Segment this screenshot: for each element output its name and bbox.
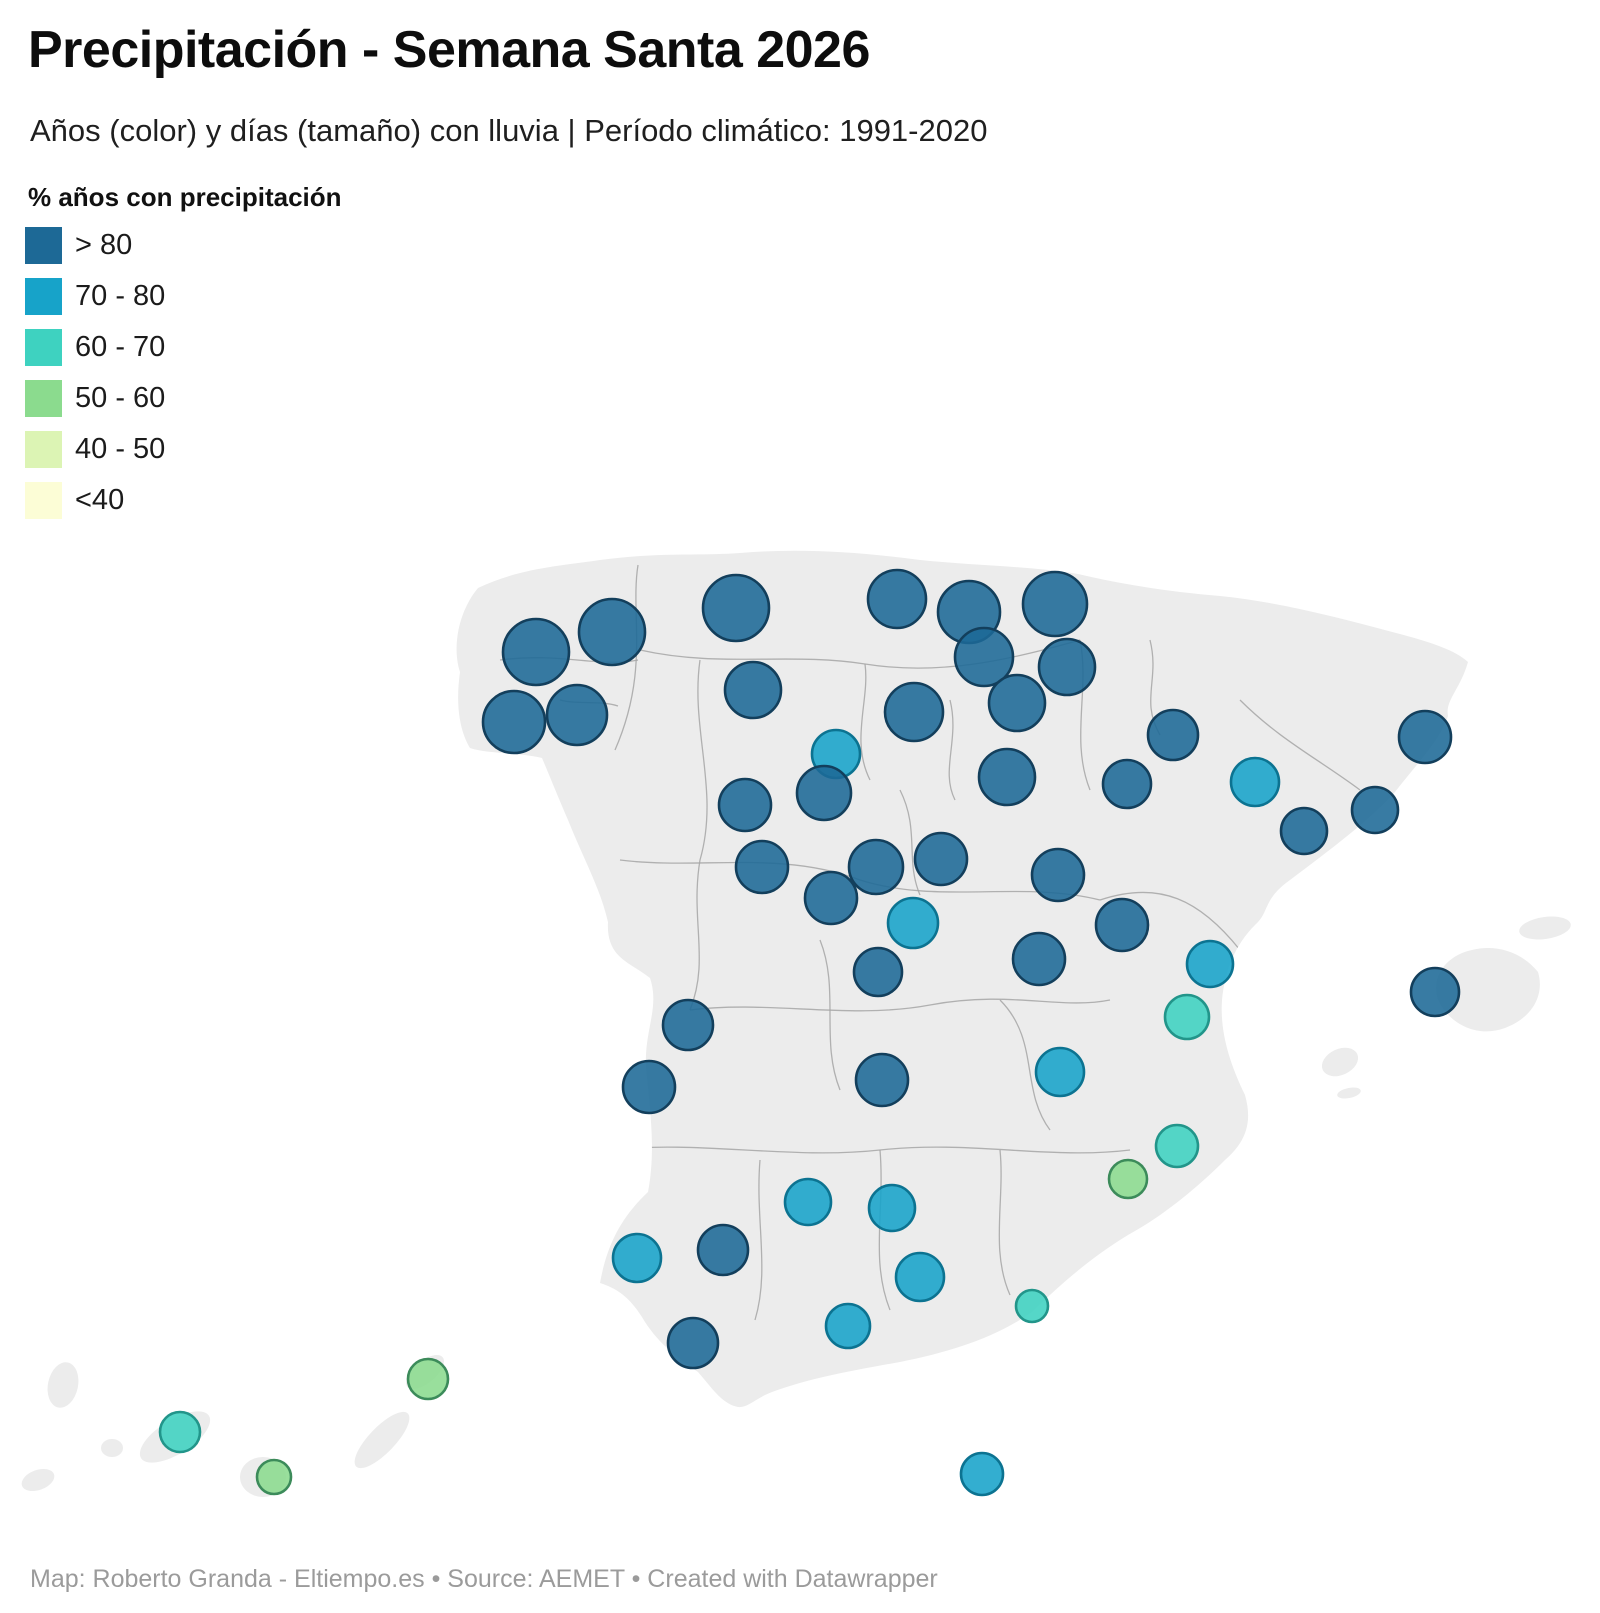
province-symbol[interactable]	[854, 1052, 910, 1108]
legend-items: > 80 70 - 80 60 - 70 50 - 60 40 - 50 <40	[25, 227, 342, 519]
legend-swatch	[25, 431, 62, 468]
province-symbol[interactable]	[255, 1458, 293, 1496]
legend-label: <40	[75, 484, 125, 516]
legend-item: 60 - 70	[25, 329, 342, 366]
legend-swatch	[25, 227, 62, 264]
province-symbol[interactable]	[1409, 966, 1461, 1018]
province-symbol[interactable]	[1279, 806, 1329, 856]
balearic-islands	[1321, 916, 1571, 1099]
province-symbol[interactable]	[1146, 708, 1200, 762]
legend: % años con precipitación > 80 70 - 80 60 -…	[25, 182, 342, 533]
province-symbol[interactable]	[696, 1223, 750, 1277]
province-symbol[interactable]	[1011, 931, 1067, 987]
page-subtitle: Años (color) y días (tamaño) con lluvia …	[30, 113, 988, 148]
province-symbol[interactable]	[1094, 897, 1150, 953]
province-symbol[interactable]	[867, 1183, 917, 1233]
legend-item: 70 - 80	[25, 278, 342, 315]
province-symbol[interactable]	[577, 597, 647, 667]
province-symbol[interactable]	[894, 1251, 946, 1303]
province-symbol[interactable]	[723, 660, 783, 720]
province-symbol[interactable]	[717, 777, 773, 833]
province-symbol[interactable]	[1014, 1288, 1050, 1324]
province-symbol[interactable]	[847, 838, 905, 896]
legend-swatch	[25, 380, 62, 417]
province-symbol[interactable]	[783, 1177, 833, 1227]
province-symbol[interactable]	[1185, 939, 1235, 989]
legend-label: 40 - 50	[75, 433, 166, 465]
province-symbol[interactable]	[1154, 1123, 1200, 1169]
province-symbol[interactable]	[701, 573, 771, 643]
province-symbol[interactable]	[987, 673, 1047, 733]
footer-attribution: Map: Roberto Granda - Eltiempo.es • Sour…	[30, 1565, 938, 1593]
province-symbol[interactable]	[1030, 847, 1086, 903]
province-symbol[interactable]	[611, 1232, 663, 1284]
legend-item: > 80	[25, 227, 342, 264]
legend-swatch	[25, 329, 62, 366]
province-symbol[interactable]	[959, 1451, 1005, 1497]
province-symbol[interactable]	[1021, 570, 1089, 638]
province-symbol[interactable]	[977, 747, 1037, 807]
province-symbol[interactable]	[1101, 758, 1153, 810]
province-symbol[interactable]	[1107, 1158, 1149, 1200]
province-symbol[interactable]	[1350, 785, 1400, 835]
province-symbol[interactable]	[1229, 756, 1281, 808]
province-symbol[interactable]	[406, 1357, 450, 1401]
legend-item: 50 - 60	[25, 380, 342, 417]
legend-label: > 80	[75, 229, 133, 261]
province-symbol[interactable]	[803, 870, 859, 926]
legend-label: 60 - 70	[75, 331, 166, 363]
province-symbol[interactable]	[734, 839, 790, 895]
legend-swatch	[25, 278, 62, 315]
legend-item: <40	[25, 482, 342, 519]
canary-islands	[21, 1354, 444, 1497]
province-symbol[interactable]	[501, 617, 571, 687]
legend-label: 50 - 60	[75, 382, 166, 414]
province-symbol[interactable]	[1163, 993, 1211, 1041]
province-symbol[interactable]	[886, 896, 940, 950]
spain-mainland	[456, 550, 1469, 1408]
province-symbol[interactable]	[661, 998, 715, 1052]
province-symbol[interactable]	[481, 689, 547, 755]
province-symbol[interactable]	[1034, 1046, 1086, 1098]
province-symbol[interactable]	[621, 1059, 677, 1115]
province-symbol[interactable]	[1397, 709, 1453, 765]
legend-label: 70 - 80	[75, 280, 166, 312]
legend-item: 40 - 50	[25, 431, 342, 468]
province-symbol[interactable]	[1037, 637, 1097, 697]
land-layer	[21, 550, 1571, 1497]
province-symbol[interactable]	[795, 764, 853, 822]
province-symbol[interactable]	[158, 1410, 202, 1454]
province-symbol[interactable]	[913, 831, 969, 887]
legend-title: % años con precipitación	[28, 182, 342, 212]
province-symbol[interactable]	[824, 1302, 872, 1350]
province-symbol[interactable]	[545, 683, 609, 747]
page-title: Precipitación - Semana Santa 2026	[28, 21, 870, 79]
province-symbol[interactable]	[852, 946, 904, 998]
province-symbol[interactable]	[953, 626, 1015, 688]
symbol-layer	[158, 568, 1461, 1497]
province-symbol[interactable]	[866, 568, 928, 630]
legend-swatch	[25, 482, 62, 519]
province-symbol[interactable]	[883, 681, 945, 743]
province-symbol[interactable]	[666, 1316, 720, 1370]
